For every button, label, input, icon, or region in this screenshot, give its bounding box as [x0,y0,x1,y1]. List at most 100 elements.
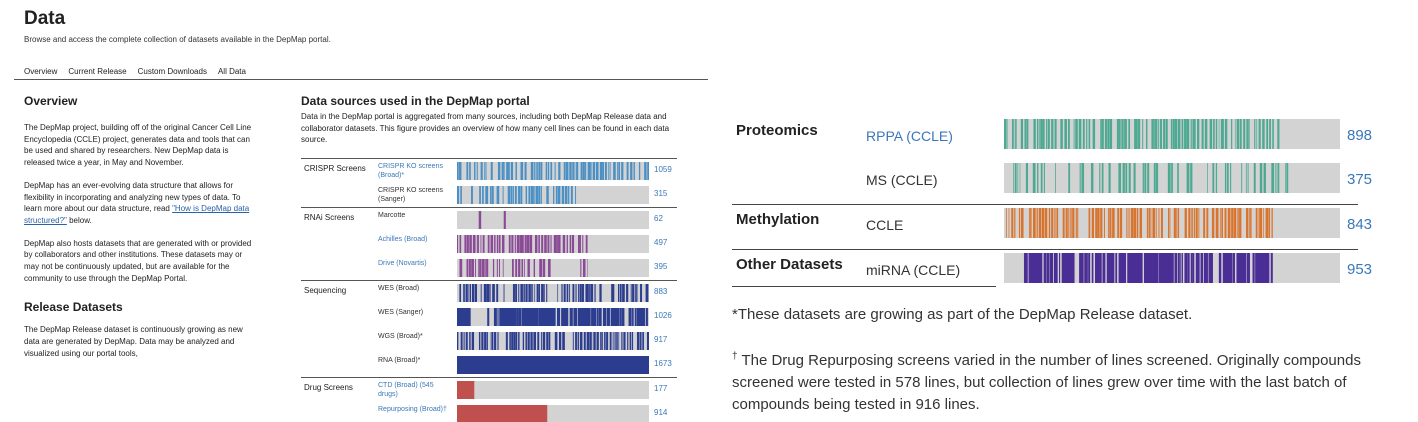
coverage-stripe [1049,253,1053,283]
tab-divider [14,79,708,80]
coverage-stripe [509,332,511,350]
source-name[interactable]: CTD (Broad) (545 drugs) [378,382,434,398]
source-name: miRNA (CCLE) [866,262,961,278]
coverage-stripe [1206,208,1209,238]
coverage-stripe [1170,119,1173,149]
coverage-stripe [575,332,577,350]
coverage-bar-svg [478,211,506,229]
coverage-bar-svg [457,162,649,180]
coverage-stripe [611,284,612,302]
coverage-stripe [539,259,543,277]
coverage-stripe [557,284,559,302]
coverage-stripe [553,186,555,204]
coverage-stripe [1075,119,1078,149]
coverage-stripe [499,259,501,277]
coverage-stripe [463,284,465,302]
source-name: WGS (Broad)* [378,333,423,340]
coverage-stripe [1101,119,1104,149]
coverage-stripe [1192,253,1195,283]
coverage-stripe [1219,208,1221,238]
source-name[interactable]: Repurposing (Broad)† [378,406,447,413]
coverage-bar-svg [457,356,649,374]
coverage-stripe [593,332,596,350]
coverage-stripe [1224,163,1227,193]
coverage-bar [1004,208,1340,238]
coverage-stripe [469,162,471,180]
coverage-stripe [1062,208,1065,238]
coverage-stripe [530,284,532,302]
coverage-stripe [626,162,629,180]
coverage-stripe [621,162,624,180]
coverage-stripe [1209,119,1213,149]
coverage-stripe [1068,163,1071,193]
coverage-stripe [1215,208,1219,238]
source-name[interactable]: Drive (Novartis) [378,260,427,267]
coverage-stripe [1271,163,1275,193]
source-row: CRISPR KO screens (Sanger) 315 [301,183,677,207]
coverage-stripe [585,162,587,180]
coverage-stripe [1118,163,1122,193]
coverage-stripe [586,332,590,350]
coverage-stripe [1143,253,1159,283]
source-name: WES (Sanger) [378,309,424,316]
coverage-stripe [622,284,625,302]
coverage-stripe [1177,253,1180,283]
coverage-stripe [1253,163,1256,193]
coverage-stripe [511,235,514,253]
coverage-stripe [1179,253,1181,283]
cell-line-count: 497 [654,238,668,247]
coverage-stripe [1160,119,1163,149]
tab-custom-downloads[interactable]: Custom Downloads [137,67,207,76]
coverage-stripe [1065,208,1067,238]
coverage-stripe [604,332,606,350]
coverage-stripe [518,186,521,204]
coverage-stripe [518,332,520,350]
overview-p2-tail: below. [66,215,92,225]
coverage-stripe [466,162,469,180]
coverage-stripe [1198,208,1200,238]
coverage-stripe [512,284,515,302]
coverage-stripe [1101,163,1104,193]
source-row: WES (Sanger) 1026 [301,305,677,329]
coverage-stripe [1146,208,1149,238]
coverage-stripe [623,332,626,350]
coverage-stripe [1100,208,1103,238]
coverage-stripe [1133,163,1136,193]
coverage-stripe [644,162,647,180]
coverage-stripe [1194,119,1196,149]
coverage-stripe [515,284,518,302]
coverage-stripe [1258,119,1261,149]
coverage-stripe [1285,163,1287,193]
coverage-stripe [565,162,569,180]
coverage-stripe [1019,163,1021,193]
coverage-stripe [1218,253,1222,283]
source-name[interactable]: CRISPR KO screens (Broad)* [378,163,443,179]
tab-all-data[interactable]: All Data [217,67,246,76]
coverage-stripe [544,235,547,253]
coverage-stripe [1223,119,1225,149]
coverage-stripe [1117,208,1120,238]
coverage-stripe [1086,119,1088,149]
coverage-stripe [1255,253,1270,283]
coverage-stripe [1128,208,1130,238]
coverage-stripe [1078,119,1082,149]
coverage-stripe [1173,208,1176,238]
coverage-stripe [608,162,610,180]
coverage-stripe [611,284,615,302]
coverage-stripe [1207,163,1208,193]
tab-current-release[interactable]: Current Release [68,67,127,76]
coverage-stripe [457,356,649,374]
coverage-stripe [566,235,568,253]
coverage-stripe [598,308,602,326]
source-name[interactable]: RPPA (CCLE) [866,128,953,144]
coverage-stripe [1152,208,1156,238]
coverage-stripe [577,332,579,350]
data-structure-link[interactable]: "How is DepMap data structured?" [24,204,250,225]
coverage-stripe [1109,208,1112,238]
source-name[interactable]: Achilles (Broad) [378,236,428,243]
coverage-stripe [480,235,482,253]
coverage-stripe [1212,163,1215,193]
coverage-stripe [536,284,539,302]
coverage-stripe [617,162,619,180]
coverage-bar-svg [1005,208,1273,238]
